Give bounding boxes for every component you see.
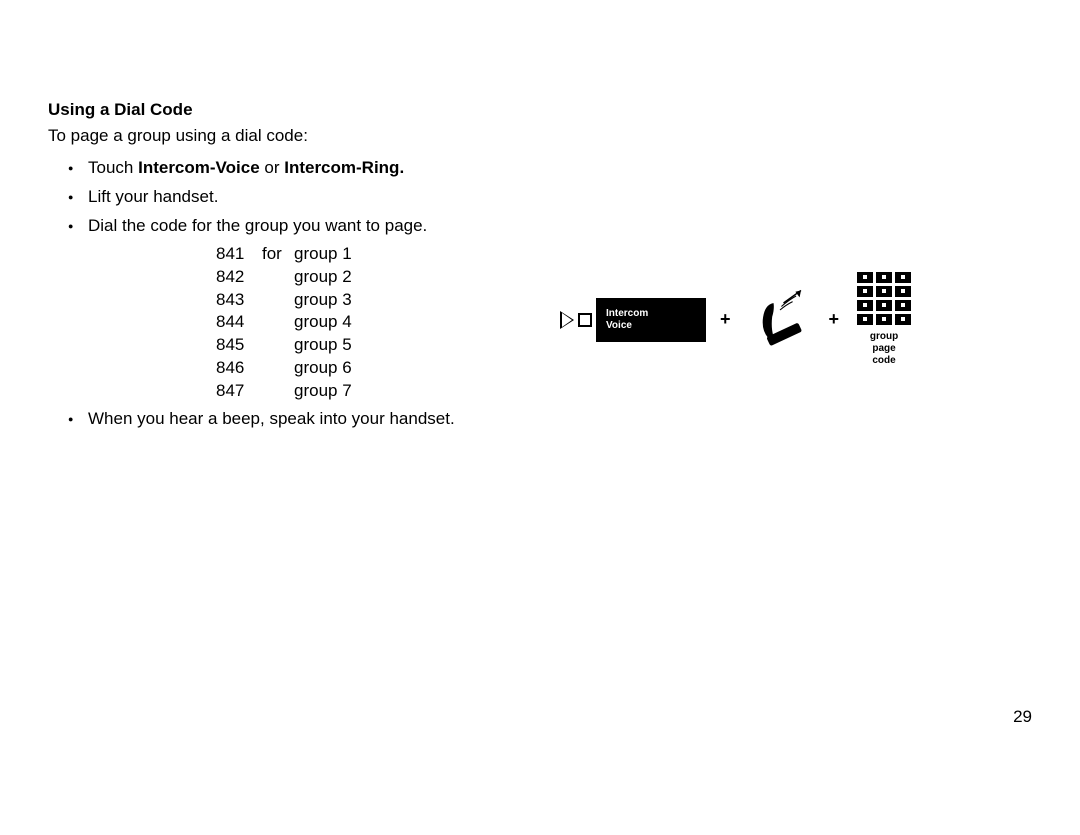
dial-code: 843 [216, 289, 262, 312]
dial-code: 846 [216, 357, 262, 380]
keypad-label-l1: group [870, 331, 898, 343]
plus-icon-2: + [829, 309, 840, 330]
dial-code-row: 844 group 4 [216, 311, 455, 334]
step1-mid: or [260, 158, 285, 177]
dial-code-prefix [262, 311, 294, 334]
page-number: 29 [1013, 707, 1032, 727]
keypad-label-l3: code [870, 355, 898, 367]
dial-code-group: group 3 [294, 289, 352, 312]
intercom-voice-button-graphic: Intercom Voice [596, 298, 706, 342]
section-heading: Using a Dial Code [48, 100, 455, 120]
plus-icon: + [720, 309, 731, 330]
keypad-icon [857, 272, 911, 325]
step-2: Lift your handset. [68, 183, 455, 212]
dial-code-prefix [262, 289, 294, 312]
dial-code-prefix: for [262, 243, 294, 266]
intro-text: To page a group using a dial code: [48, 126, 455, 146]
dial-code-prefix [262, 357, 294, 380]
keypad-label: group page code [870, 331, 898, 367]
dial-code-row: 845 group 5 [216, 334, 455, 357]
dial-code: 842 [216, 266, 262, 289]
dial-code-row: 843 group 3 [216, 289, 455, 312]
step1-prefix: Touch [88, 158, 138, 177]
dial-code-row: 846 group 6 [216, 357, 455, 380]
dial-code-row: 842 group 2 [216, 266, 455, 289]
dial-code: 845 [216, 334, 262, 357]
dial-code: 847 [216, 380, 262, 403]
play-triangle-icon [560, 311, 574, 329]
intercom-line1: Intercom [606, 308, 706, 320]
step-3: Dial the code for the group you want to … [68, 212, 455, 241]
dial-code-group: group 5 [294, 334, 352, 357]
dial-code-row: 847 group 7 [216, 380, 455, 403]
step-1: Touch Intercom-Voice or Intercom-Ring. [68, 154, 455, 183]
dial-code-group: group 4 [294, 311, 352, 334]
dial-code-group: group 6 [294, 357, 352, 380]
step1-bold1: Intercom-Voice [138, 158, 260, 177]
dial-code-group: group 1 [294, 243, 352, 266]
dial-code-row: 841forgroup 1 [216, 243, 455, 266]
dial-code-prefix [262, 334, 294, 357]
dial-code: 841 [216, 243, 262, 266]
step1-bold2: Intercom-Ring. [284, 158, 404, 177]
step-4: When you hear a beep, speak into your ha… [68, 405, 455, 434]
stop-square-icon [578, 313, 592, 327]
dial-codes-table: 841forgroup 1842group 2843group 3844grou… [216, 243, 455, 404]
dial-code-prefix [262, 266, 294, 289]
dial-code-prefix [262, 380, 294, 403]
dial-code-group: group 2 [294, 266, 352, 289]
dial-code: 844 [216, 311, 262, 334]
intercom-line2: Voice [606, 320, 706, 332]
instruction-diagram: Intercom Voice + + group page code [560, 272, 911, 367]
handset-icon [745, 282, 815, 357]
keypad-label-l2: page [870, 343, 898, 355]
dial-code-group: group 7 [294, 380, 352, 403]
